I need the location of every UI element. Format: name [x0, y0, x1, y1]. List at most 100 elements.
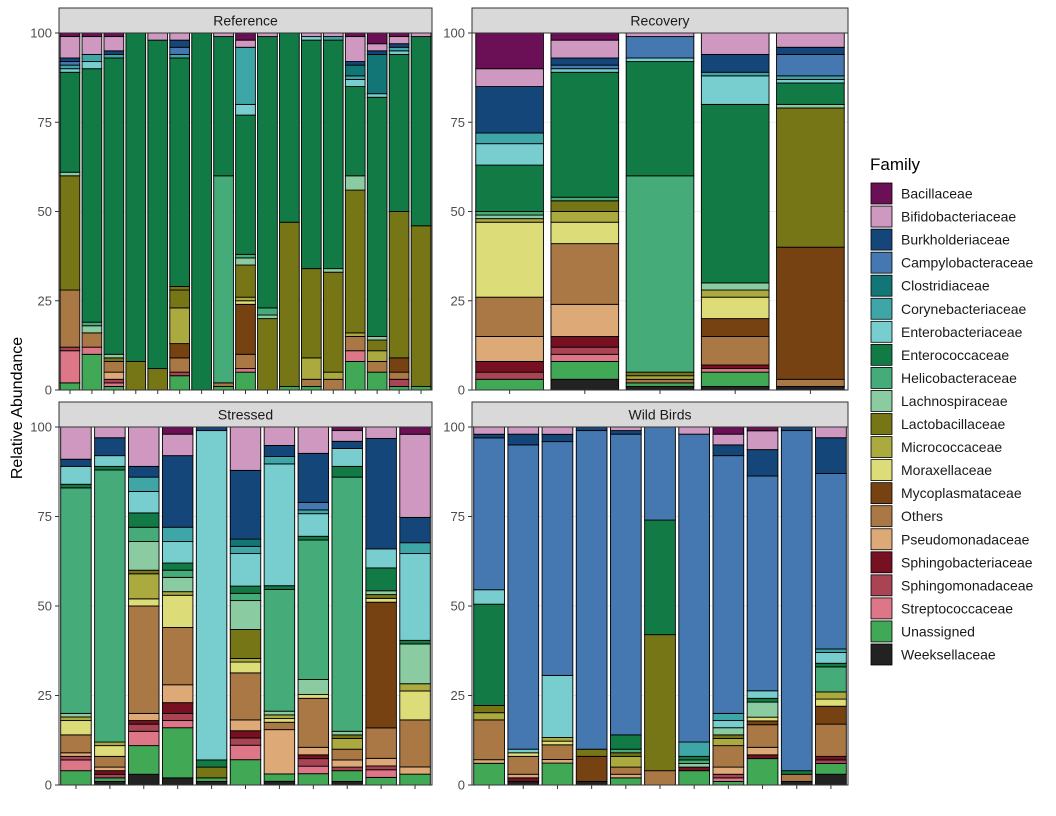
y-tick-label: 100 — [30, 420, 52, 435]
segment-enterococcaceae — [128, 512, 160, 528]
segment-streptococcaceae — [550, 353, 620, 362]
y-tick-label: 0 — [458, 383, 465, 398]
segment-others — [507, 755, 540, 775]
segment-lachnospiraceae — [103, 353, 125, 359]
segment-unassigned — [541, 762, 574, 786]
segment-enterobacteriaceae — [365, 548, 397, 569]
segment-burkholderiaceae — [169, 39, 191, 48]
segment-others — [301, 378, 322, 387]
segment-corynebacteriaceae — [322, 36, 344, 41]
legend-item-enterobacteriaceae: Enterobacteriaceae — [870, 320, 1023, 343]
segment-unassigned — [344, 360, 366, 391]
segment-moraxellaceae — [229, 661, 262, 674]
bar-sample-17 — [410, 32, 432, 391]
segment-enterococcaceae — [365, 567, 397, 592]
segment-pseudomonadaceae — [365, 757, 397, 767]
segment-unassigned — [81, 353, 103, 391]
segment-weeksellaceae — [575, 780, 608, 786]
segment-enterococcaceae — [776, 82, 845, 105]
legend-item-mycoplasmataceae: Mycoplasmataceae — [870, 482, 1022, 505]
legend-swatch — [870, 597, 893, 620]
segment-campylobacteraceae — [473, 437, 505, 591]
segment-helicobacteraceae — [263, 588, 296, 712]
segment-mycoplasmataceae — [700, 318, 770, 337]
segment-others — [366, 360, 388, 373]
legend-item-streptococcaceae: Streptococcaceae — [870, 597, 1013, 620]
segment-unassigned — [410, 385, 432, 391]
segment-pseudomonadaceae — [297, 746, 330, 756]
bar-sample-12 — [301, 32, 322, 391]
segment-corynebacteriaceae — [297, 509, 330, 515]
segment-campylobacteraceae — [507, 444, 540, 750]
segment-burkholderiaceae — [780, 426, 813, 432]
facet-strip-label: Wild Birds — [628, 407, 691, 423]
segment-others — [60, 734, 92, 754]
legend-label: Corynebacteriaceae — [901, 301, 1027, 317]
segment-sphingomonadaceae — [331, 766, 363, 772]
segment-pseudomonadaceae — [475, 336, 544, 362]
segment-lachnospiraceae — [128, 541, 160, 571]
segment-micrococcaceae — [263, 714, 296, 720]
segment-helicobacteraceae — [81, 321, 103, 327]
segment-streptococcaceae — [235, 368, 256, 373]
segment-bacillaceae — [331, 426, 363, 432]
panel-border — [58, 426, 433, 786]
segment-burkholderiaceae — [128, 465, 160, 478]
segment-enterococcaceae — [410, 36, 432, 227]
segment-moraxellaceae — [128, 598, 160, 607]
segment-others — [815, 723, 847, 757]
segment-corynebacteriaceae — [81, 53, 103, 63]
segment-burkholderiaceae — [473, 433, 505, 439]
segment-weeksellaceae — [815, 773, 847, 786]
segment-sphingobacteriaceae — [297, 754, 330, 760]
segment-others — [213, 382, 234, 387]
segment-lachnospiraceae — [399, 643, 431, 685]
segment-enterococcaceae — [94, 465, 126, 471]
bar-sample-7 — [678, 426, 711, 786]
segment-burkholderiaceae — [700, 53, 770, 73]
segment-pseudomonadaceae — [331, 759, 363, 768]
legend-label: Helicobacteraceae — [901, 370, 1017, 386]
segment-bacillaceae — [59, 32, 81, 38]
segment-corynebacteriaceae — [263, 456, 296, 465]
segment-lactobacillaceae — [473, 704, 505, 714]
segment-pseudomonadaceae — [550, 303, 620, 337]
segment-others — [169, 357, 191, 373]
segment-streptococcaceae — [81, 346, 103, 355]
segment-bacillaceae — [81, 32, 103, 38]
segment-enterobacteriaceae — [388, 50, 410, 55]
segment-enterococcaceae — [780, 770, 813, 775]
segment-campylobacteraceae — [815, 473, 847, 650]
segment-enterobacteriaceae — [94, 455, 126, 467]
segment-burkholderiaceae — [161, 455, 194, 528]
segment-unassigned — [609, 777, 642, 786]
segment-others — [344, 336, 366, 352]
segment-streptococcaceae — [229, 744, 262, 761]
segment-bifidobacteriaceae — [59, 36, 81, 59]
legend-swatch — [870, 343, 893, 366]
legend-title: Family — [870, 155, 921, 174]
segment-micrococcaceae — [399, 683, 431, 692]
segment-bifidobacteriaceae — [507, 426, 540, 435]
segment-micrococcaceae — [475, 218, 544, 223]
segment-campylobacteraceae — [609, 433, 642, 736]
legend-swatch — [870, 459, 893, 482]
bar-sample-7 — [191, 32, 212, 391]
segment-bifidobacteriaceae — [128, 426, 160, 467]
legend-swatch — [870, 182, 893, 205]
y-tick-label: 50 — [38, 204, 52, 219]
segment-micrococcaceae — [344, 332, 366, 337]
segment-sphingobacteriaceae — [128, 720, 160, 725]
bar-sample-2 — [94, 426, 126, 786]
segment-micrococcaceae — [541, 737, 574, 742]
bar-sample-13 — [322, 32, 344, 391]
segment-weeksellaceae — [780, 780, 813, 786]
segment-others — [550, 243, 620, 305]
segment-lachnospiraceae — [161, 576, 194, 593]
segment-campylobacteraceae — [712, 455, 745, 714]
segment-streptococcaceae — [103, 382, 125, 387]
legend-swatch — [870, 413, 893, 435]
y-tick-label: 25 — [451, 688, 465, 703]
y-tick-label: 25 — [38, 688, 52, 703]
segment-unassigned — [263, 773, 296, 782]
